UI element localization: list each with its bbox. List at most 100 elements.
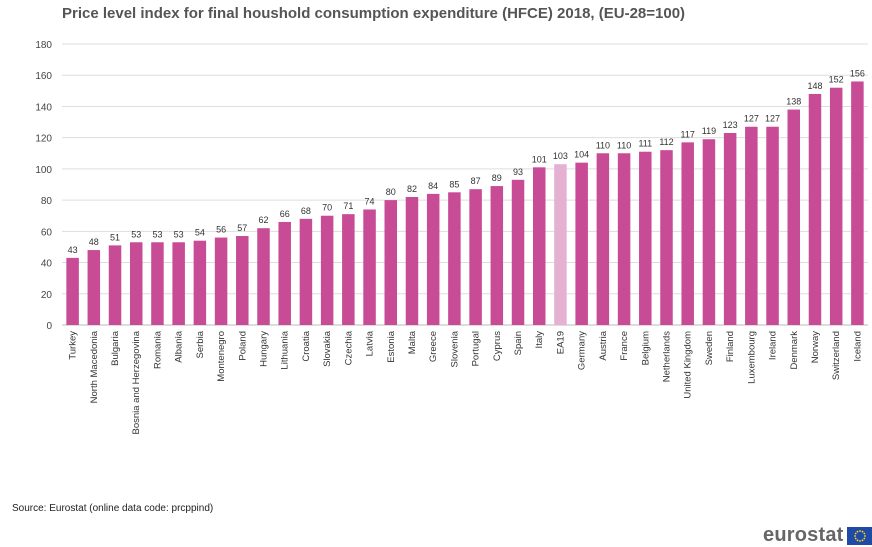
- bar: [723, 132, 737, 325]
- bar: [363, 209, 376, 325]
- data-label: 68: [301, 206, 311, 216]
- bar: [575, 162, 588, 325]
- data-label: 110: [617, 140, 631, 150]
- y-tick-label: 80: [41, 196, 53, 207]
- x-tick-label: Italy: [534, 331, 545, 349]
- x-tick-label: Germany: [577, 331, 588, 370]
- y-tick-label: 60: [41, 227, 53, 238]
- bar: [639, 151, 652, 325]
- x-tick-label: Greece: [428, 331, 439, 362]
- data-label: 104: [574, 150, 589, 160]
- logo-text: eurostat: [763, 524, 844, 546]
- x-tick-label: North Macedonia: [89, 330, 100, 403]
- data-label: 156: [850, 68, 865, 78]
- x-tick-label: Serbia: [195, 330, 206, 358]
- data-label: 127: [744, 114, 759, 124]
- x-tick-label: Hungary: [259, 331, 270, 367]
- bar: [681, 142, 694, 325]
- x-tick-label: Montenegro: [216, 331, 227, 382]
- data-label: 57: [237, 223, 247, 233]
- data-label: 89: [492, 173, 502, 183]
- y-tick-label: 40: [41, 259, 53, 270]
- data-label: 117: [681, 129, 695, 139]
- x-tick-label: Iceland: [852, 331, 863, 362]
- y-tick-label: 160: [35, 71, 52, 82]
- x-tick-label: Romania: [152, 330, 163, 369]
- x-tick-label: Austria: [598, 330, 609, 360]
- bar: [766, 126, 779, 325]
- x-tick-label: Slovenia: [449, 330, 460, 367]
- bar: [596, 153, 610, 325]
- x-tick-label: Belgium: [640, 331, 651, 365]
- bar: [87, 250, 101, 325]
- data-label: 70: [322, 203, 332, 213]
- x-tick-label: Cyprus: [492, 331, 503, 361]
- y-tick-label: 100: [35, 165, 52, 176]
- y-tick-label: 0: [46, 321, 52, 332]
- data-label: 53: [152, 229, 162, 239]
- x-tick-label: Spain: [513, 331, 524, 355]
- x-tick-label: Czechia: [343, 330, 354, 365]
- bar: [66, 257, 79, 325]
- bar: [745, 126, 758, 325]
- bar: [214, 237, 228, 325]
- data-label: 48: [89, 237, 99, 247]
- bar: [787, 109, 801, 325]
- data-label: 93: [513, 167, 523, 177]
- x-tick-label: Bosnia and Herzegovina: [131, 330, 142, 434]
- bar: [490, 186, 504, 325]
- data-label: 80: [386, 187, 396, 197]
- bar: [448, 192, 461, 325]
- data-label: 84: [428, 181, 438, 191]
- eu-flag-icon: [846, 526, 872, 545]
- bar: [702, 139, 716, 325]
- bar: [299, 218, 313, 325]
- x-tick-label: Lithuania: [280, 330, 291, 369]
- x-tick-label: Portugal: [471, 331, 482, 366]
- bar: [257, 228, 270, 325]
- data-label: 82: [407, 184, 417, 194]
- eurostat-logo: eurostat: [763, 524, 872, 547]
- bar: [532, 167, 546, 325]
- bar: [660, 150, 673, 325]
- data-label: 43: [68, 245, 78, 255]
- data-label: 51: [110, 232, 120, 242]
- x-tick-label: Estonia: [386, 330, 397, 362]
- x-tick-label: Malta: [407, 330, 418, 354]
- bar: [108, 245, 122, 325]
- bar: [808, 93, 822, 325]
- bar: [278, 221, 291, 325]
- data-label: 71: [343, 201, 353, 211]
- x-tick-label: Latvia: [365, 330, 376, 356]
- data-label: 87: [471, 176, 481, 186]
- bar-chart: 0 20 40 60 80 100 120 140 160 180 43 Turkey 48 North …: [35, 40, 868, 435]
- bar: [342, 214, 355, 325]
- x-tick-label: Denmark: [789, 331, 800, 370]
- x-tick-label: Sweden: [704, 331, 715, 365]
- x-tick-label: Norway: [810, 331, 821, 363]
- data-label: 56: [216, 225, 226, 235]
- x-tick-label: Turkey: [68, 331, 79, 360]
- x-tick-label: Albania: [174, 330, 185, 362]
- y-tick-label: 20: [41, 290, 53, 301]
- data-label: 138: [786, 97, 801, 107]
- bar: [405, 196, 419, 325]
- bar: [236, 236, 249, 325]
- x-tick-label: Ireland: [768, 331, 779, 360]
- bar: [511, 179, 525, 325]
- x-tick-label: Switzerland: [831, 331, 842, 380]
- data-label: 148: [807, 81, 822, 91]
- bar: [851, 81, 864, 325]
- bar: [617, 153, 631, 325]
- x-tick-label: United Kingdom: [683, 331, 694, 399]
- data-label: 112: [659, 137, 673, 147]
- bar: [151, 242, 164, 325]
- bar: [384, 200, 398, 325]
- data-label: 110: [596, 140, 610, 150]
- x-tick-label: Slovakia: [322, 330, 333, 367]
- x-tick-label: Croatia: [301, 330, 312, 361]
- data-label: 127: [765, 114, 780, 124]
- data-label: 111: [638, 139, 652, 149]
- y-tick-label: 180: [35, 40, 52, 51]
